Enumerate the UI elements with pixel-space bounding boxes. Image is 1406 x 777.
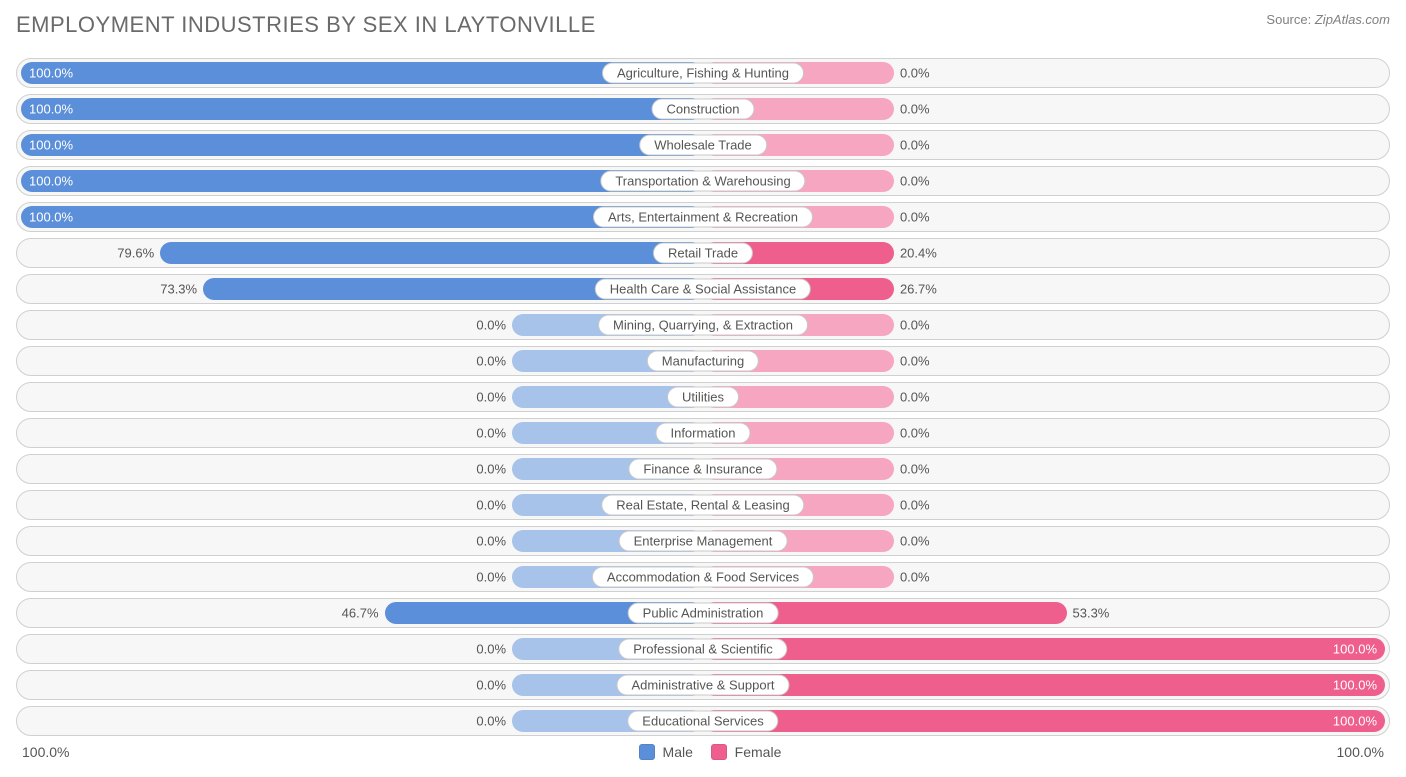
- male-value: 0.0%: [476, 354, 506, 369]
- chart-row: 0.0% 0.0% Real Estate, Rental & Leasing: [16, 490, 1390, 520]
- chart-row: 79.6% 20.4% Retail Trade: [16, 238, 1390, 268]
- female-value: 0.0%: [900, 498, 930, 513]
- male-value: 0.0%: [476, 678, 506, 693]
- row-label-pill: Health Care & Social Assistance: [595, 279, 811, 300]
- legend-label-female: Female: [735, 744, 782, 760]
- diverging-bar-chart: 100.0% 0.0% Agriculture, Fishing & Hunting…: [16, 58, 1390, 736]
- chart-row: 100.0% 0.0% Construction: [16, 94, 1390, 124]
- chart-row: 100.0% 0.0% Arts, Entertainment & Recreati…: [16, 202, 1390, 232]
- female-value: 0.0%: [900, 462, 930, 477]
- female-value: 0.0%: [900, 534, 930, 549]
- chart-row: 100.0% 0.0% Transportation & Warehousing: [16, 166, 1390, 196]
- chart-footer: 100.0% Male Female 100.0%: [16, 744, 1390, 760]
- chart-row: 0.0% 0.0% Manufacturing: [16, 346, 1390, 376]
- male-bar: [160, 242, 703, 264]
- male-value: 0.0%: [476, 462, 506, 477]
- female-value: 100.0%: [1333, 678, 1377, 693]
- legend-label-male: Male: [663, 744, 693, 760]
- source-value: ZipAtlas.com: [1315, 12, 1390, 27]
- chart-row: 46.7% 53.3% Public Administration: [16, 598, 1390, 628]
- male-value: 0.0%: [476, 390, 506, 405]
- chart-source: Source: ZipAtlas.com: [1266, 12, 1390, 27]
- legend-swatch-female: [711, 744, 727, 760]
- male-value: 79.6%: [117, 246, 154, 261]
- male-value: 46.7%: [342, 606, 379, 621]
- chart-row: 0.0% 100.0% Professional & Scientific: [16, 634, 1390, 664]
- axis-label-right: 100.0%: [1337, 744, 1384, 760]
- male-bar: [21, 62, 703, 84]
- row-label-pill: Public Administration: [628, 603, 779, 624]
- chart-row: 0.0% 0.0% Enterprise Management: [16, 526, 1390, 556]
- row-label-pill: Utilities: [667, 387, 739, 408]
- male-bar: [21, 134, 703, 156]
- male-value: 0.0%: [476, 318, 506, 333]
- male-value: 0.0%: [476, 714, 506, 729]
- female-value: 0.0%: [900, 210, 930, 225]
- row-label-pill: Retail Trade: [653, 243, 753, 264]
- row-label-pill: Real Estate, Rental & Leasing: [601, 495, 804, 516]
- row-label-pill: Enterprise Management: [619, 531, 788, 552]
- chart-row: 0.0% 0.0% Finance & Insurance: [16, 454, 1390, 484]
- male-value: 0.0%: [476, 642, 506, 657]
- legend-swatch-male: [639, 744, 655, 760]
- male-value: 100.0%: [29, 174, 73, 189]
- chart-row: 0.0% 0.0% Information: [16, 418, 1390, 448]
- female-value: 20.4%: [900, 246, 937, 261]
- male-value: 0.0%: [476, 570, 506, 585]
- male-value: 100.0%: [29, 66, 73, 81]
- male-value: 100.0%: [29, 102, 73, 117]
- row-label-pill: Construction: [652, 99, 755, 120]
- female-value: 53.3%: [1073, 606, 1110, 621]
- chart-title: EMPLOYMENT INDUSTRIES BY SEX IN LAYTONVI…: [16, 12, 596, 38]
- female-value: 0.0%: [900, 354, 930, 369]
- female-value: 0.0%: [900, 138, 930, 153]
- male-value: 100.0%: [29, 210, 73, 225]
- row-label-pill: Arts, Entertainment & Recreation: [593, 207, 813, 228]
- female-bar: [703, 710, 1385, 732]
- row-label-pill: Transportation & Warehousing: [600, 171, 805, 192]
- female-value: 0.0%: [900, 318, 930, 333]
- axis-label-left: 100.0%: [22, 744, 69, 760]
- male-bar: [21, 98, 703, 120]
- male-value: 0.0%: [476, 498, 506, 513]
- source-label: Source:: [1266, 12, 1311, 27]
- row-label-pill: Wholesale Trade: [639, 135, 767, 156]
- row-label-pill: Manufacturing: [647, 351, 759, 372]
- row-label-pill: Mining, Quarrying, & Extraction: [598, 315, 808, 336]
- chart-row: 100.0% 0.0% Agriculture, Fishing & Hunting: [16, 58, 1390, 88]
- chart-row: 0.0% 100.0% Administrative & Support: [16, 670, 1390, 700]
- chart-row: 0.0% 0.0% Utilities: [16, 382, 1390, 412]
- female-value: 100.0%: [1333, 642, 1377, 657]
- row-label-pill: Accommodation & Food Services: [592, 567, 814, 588]
- row-label-pill: Agriculture, Fishing & Hunting: [602, 63, 804, 84]
- female-bar: [703, 674, 1385, 696]
- male-value: 0.0%: [476, 426, 506, 441]
- row-label-pill: Professional & Scientific: [618, 639, 787, 660]
- female-value: 0.0%: [900, 390, 930, 405]
- chart-row: 0.0% 100.0% Educational Services: [16, 706, 1390, 736]
- row-label-pill: Educational Services: [627, 711, 778, 732]
- female-bar: [703, 638, 1385, 660]
- female-value: 100.0%: [1333, 714, 1377, 729]
- female-value: 0.0%: [900, 426, 930, 441]
- chart-row: 0.0% 0.0% Mining, Quarrying, & Extraction: [16, 310, 1390, 340]
- male-value: 0.0%: [476, 534, 506, 549]
- chart-row: 0.0% 0.0% Accommodation & Food Services: [16, 562, 1390, 592]
- chart-row: 100.0% 0.0% Wholesale Trade: [16, 130, 1390, 160]
- female-value: 0.0%: [900, 66, 930, 81]
- chart-header: EMPLOYMENT INDUSTRIES BY SEX IN LAYTONVI…: [16, 12, 1390, 38]
- row-label-pill: Administrative & Support: [616, 675, 789, 696]
- female-value: 0.0%: [900, 174, 930, 189]
- male-value: 73.3%: [160, 282, 197, 297]
- female-value: 26.7%: [900, 282, 937, 297]
- chart-row: 73.3% 26.7% Health Care & Social Assistanc…: [16, 274, 1390, 304]
- chart-legend: Male Female: [69, 744, 1336, 760]
- male-value: 100.0%: [29, 138, 73, 153]
- female-value: 0.0%: [900, 102, 930, 117]
- row-label-pill: Finance & Insurance: [628, 459, 777, 480]
- row-label-pill: Information: [655, 423, 750, 444]
- female-value: 0.0%: [900, 570, 930, 585]
